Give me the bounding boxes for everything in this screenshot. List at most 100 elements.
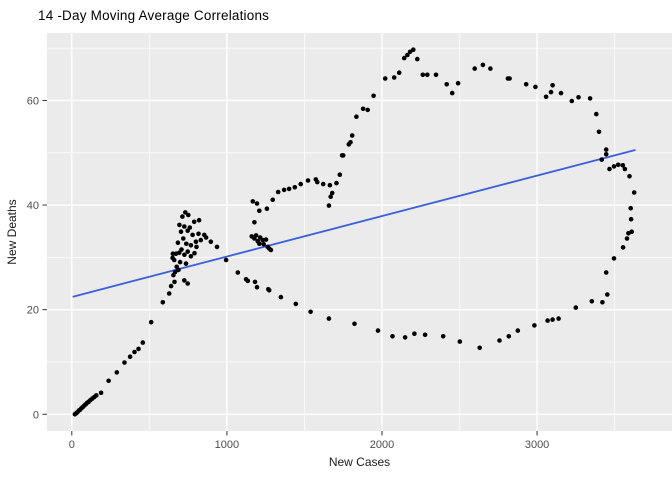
data-point — [253, 233, 259, 238]
data-point — [268, 247, 274, 253]
data-point — [523, 82, 529, 87]
data-point — [172, 279, 177, 285]
data-point — [620, 163, 626, 168]
data-point — [208, 239, 214, 244]
data-point — [548, 89, 554, 95]
data-point — [573, 305, 579, 310]
plot-panel — [47, 33, 672, 431]
data-point — [480, 62, 486, 68]
data-point — [182, 278, 187, 283]
data-point — [532, 323, 537, 328]
data-point — [177, 250, 182, 255]
data-point — [191, 219, 197, 225]
data-point — [556, 316, 561, 321]
data-point — [352, 321, 357, 327]
data-point — [160, 300, 166, 305]
regression-line — [72, 149, 636, 298]
data-point — [407, 49, 413, 55]
data-point — [371, 93, 376, 99]
data-point — [326, 316, 332, 321]
data-point — [391, 75, 397, 80]
data-point — [183, 210, 188, 215]
data-point — [188, 243, 194, 248]
data-point — [477, 345, 483, 351]
data-point — [624, 236, 630, 241]
data-point — [587, 96, 593, 101]
data-point — [558, 90, 564, 96]
data-point — [402, 335, 408, 340]
data-point — [245, 278, 251, 284]
data-point — [327, 182, 333, 188]
data-point — [203, 235, 209, 240]
data-point — [250, 199, 256, 204]
data-point — [196, 231, 201, 237]
data-point — [412, 331, 417, 337]
data-point — [298, 181, 304, 187]
data-point — [266, 288, 272, 293]
data-point — [515, 328, 521, 333]
data-point — [401, 55, 407, 61]
data-point — [627, 174, 632, 179]
x-tick-label: 3000 — [525, 439, 549, 451]
data-point — [382, 76, 388, 81]
data-point — [98, 390, 104, 396]
data-point — [184, 241, 189, 247]
data-point — [506, 334, 512, 339]
data-point — [178, 229, 184, 234]
data-point — [629, 229, 634, 234]
data-point — [433, 72, 439, 78]
data-point — [148, 319, 154, 325]
data-point — [628, 216, 634, 222]
data-point — [293, 301, 299, 307]
data-point — [396, 70, 402, 75]
data-point — [449, 90, 455, 96]
data-point — [252, 220, 257, 225]
data-point — [223, 257, 229, 263]
data-point — [196, 217, 202, 223]
data-point — [168, 283, 174, 289]
data-point — [180, 214, 185, 219]
data-point — [360, 106, 366, 112]
data-point — [264, 206, 270, 211]
data-point — [177, 259, 183, 265]
data-point — [183, 261, 189, 266]
data-point — [337, 172, 343, 177]
data-point — [569, 98, 575, 104]
data-point — [339, 153, 345, 158]
data-point — [308, 309, 313, 315]
data-point — [194, 244, 199, 250]
data-point — [600, 300, 605, 305]
data-point — [326, 203, 332, 208]
data-point — [607, 166, 612, 172]
data-point — [349, 133, 355, 138]
data-point — [270, 197, 276, 203]
data-point — [615, 162, 621, 168]
data-point — [136, 346, 141, 352]
x-tick-label: 0 — [69, 439, 75, 451]
data-point — [193, 239, 199, 244]
data-point — [550, 317, 555, 322]
data-point — [576, 95, 581, 100]
y-tick-label: 20 — [27, 305, 39, 317]
data-point — [611, 164, 617, 169]
data-point — [457, 339, 463, 344]
x-tick-label: 2000 — [370, 439, 394, 451]
data-point — [132, 349, 137, 355]
data-point — [281, 187, 287, 193]
data-point — [172, 269, 178, 275]
data-point — [603, 152, 609, 157]
data-point — [175, 240, 181, 245]
data-point — [497, 338, 502, 343]
data-point — [405, 52, 410, 58]
data-point — [320, 181, 326, 187]
data-point — [198, 237, 204, 243]
data-point — [589, 299, 595, 304]
data-point — [422, 332, 428, 338]
data-point — [254, 284, 260, 290]
data-point — [599, 157, 604, 162]
data-point — [257, 208, 262, 214]
data-point — [186, 212, 191, 218]
data-point — [185, 281, 190, 286]
data-point — [334, 180, 339, 186]
data-point — [622, 166, 628, 172]
